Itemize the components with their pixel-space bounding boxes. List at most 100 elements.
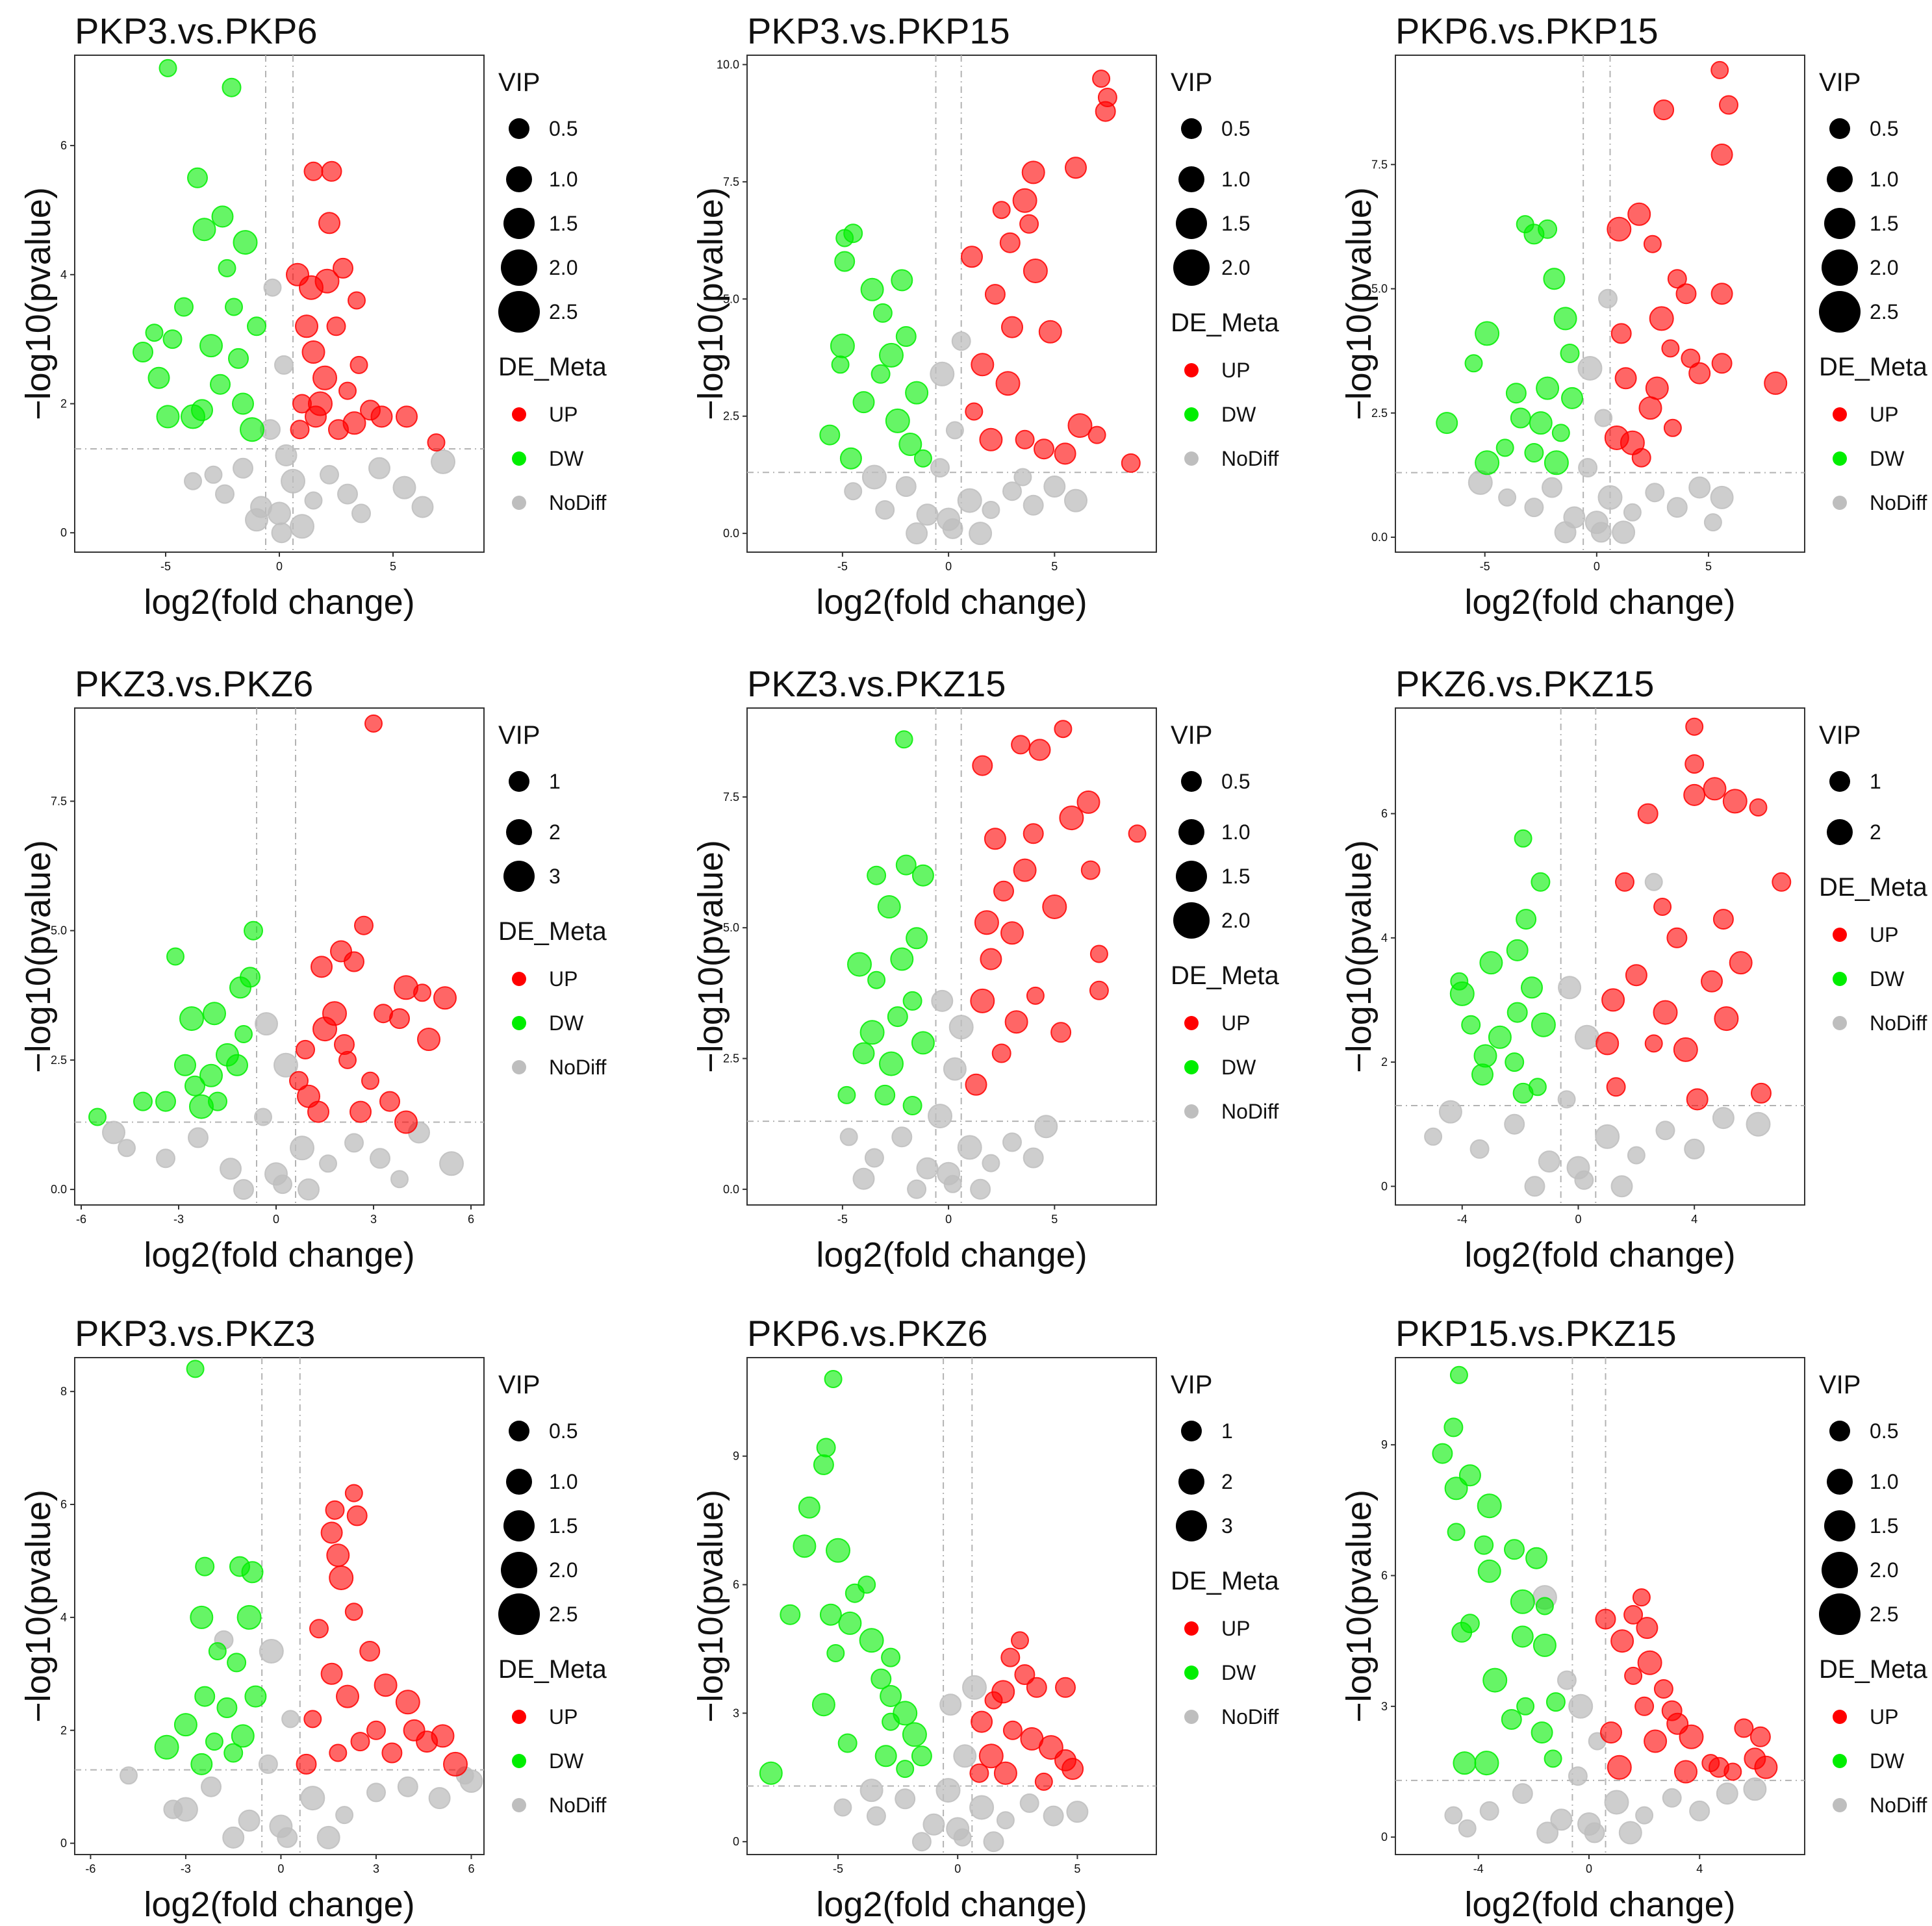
up-point [974,910,999,935]
dw-point [874,1084,896,1106]
legend-vip-title: VIP [1819,1371,1861,1399]
dw-point [913,449,932,468]
dw-point [1532,1633,1557,1657]
legend-vip-label: 2.0 [1221,909,1250,932]
legend-vip-label: 1.5 [549,1514,578,1538]
nodiff-point [273,1174,292,1195]
up-point [329,1565,354,1590]
legend-de-key [512,972,526,986]
up-point [1675,283,1697,305]
dw-point [236,1604,262,1630]
y-axis-label: −log10(pvalue) [19,840,58,1073]
plot-frame [74,55,485,553]
legend-de-key [1184,451,1199,466]
nodiff-point [1554,521,1577,544]
dw-point [223,1743,244,1763]
panel-title: PKZ6.vs.PKZ15 [1395,663,1654,704]
y-tick-label: 8 [60,1385,67,1398]
dw-point [898,433,922,456]
legend-vip-label: 2 [1221,1470,1233,1493]
up-point [307,1100,329,1123]
legend-de-key [1833,1710,1847,1724]
legend-vip-size-dot [1173,249,1210,286]
legend-vip-size-dot [1824,208,1855,239]
up-point [1061,1758,1084,1780]
up-point [1627,202,1651,226]
up-point [1631,448,1651,468]
plot-frame [746,55,1157,553]
legend-vip-title: VIP [1171,721,1212,750]
nodiff-point [839,1128,858,1147]
legend-de-label: UP [549,1705,578,1729]
dw-point [780,1604,801,1625]
legend-vip-label: 1 [1870,770,1881,793]
nodiff-point [1623,503,1642,522]
dw-point [1443,1417,1464,1438]
nodiff-point [1524,1176,1545,1197]
legend-de-label: UP [1221,1011,1250,1035]
dw-point [826,1644,845,1662]
legend-vip-size-dot [1176,208,1207,239]
up-point [1722,789,1748,814]
legend-vip-label: 2.5 [1870,300,1898,323]
x-tick-label: 0 [277,1862,284,1875]
up-point [1095,101,1116,122]
dw-point [1501,1709,1522,1730]
dw-point [190,1753,213,1775]
legend-de-label: DW [1221,403,1256,426]
dw-point [1516,1697,1535,1716]
panel-title: PKP3.vs.PKP15 [747,10,1010,51]
nodiff-point [1444,1806,1463,1825]
y-tick-label: 3 [733,1706,739,1719]
up-point [1772,872,1792,892]
dw-point [1531,1012,1556,1037]
dw-point [890,947,914,971]
dw-point [839,447,862,470]
dw-point [1475,450,1500,475]
legend-de-key [1833,451,1847,466]
x-tick-label: 0 [945,1213,952,1226]
legend-vip-size-dot [1822,1552,1858,1588]
legend-de-label: DW [1870,447,1905,470]
legend-de-label: NoDiff [1870,491,1927,514]
nodiff-point [1635,1806,1654,1825]
up-point [995,371,1021,396]
up-point [321,160,342,182]
nodiff-point [392,475,416,500]
up-point [1004,1010,1028,1034]
up-point [1026,986,1045,1005]
up-point [1128,824,1147,843]
nodiff-point [1688,476,1711,499]
up-point [326,1543,350,1567]
legend-vip-title: VIP [498,1371,540,1399]
up-point [1636,1617,1659,1640]
y-tick-label: 2.5 [1371,407,1388,420]
nodiff-point [431,449,455,474]
nodiff-point [1577,356,1603,381]
x-tick-label: -4 [1457,1213,1468,1226]
nodiff-point [1598,288,1618,309]
dw-point [824,1370,843,1388]
x-tick-label: -6 [76,1213,86,1226]
dw-point [1523,223,1545,245]
up-point [1606,1077,1626,1097]
nodiff-point [1536,1821,1559,1844]
legend-vip-label: 3 [1221,1514,1233,1538]
dw-point [1471,1063,1493,1086]
nodiff-point [1479,1801,1499,1821]
legend-vip-label: 2.0 [549,256,578,279]
legend-de-key [1184,407,1199,422]
nodiff-point [1558,976,1582,1000]
nodiff-point [1023,494,1044,516]
up-point [320,1662,343,1685]
dw-point [1506,1002,1528,1023]
up-point [344,1484,363,1502]
nodiff-point [337,483,358,505]
nodiff-point [1002,481,1022,501]
dw-point [911,1745,932,1767]
dw-point [155,1091,176,1112]
up-point [1080,860,1100,880]
nodiff-point [1584,1822,1605,1844]
legend-de-label: NoDiff [1221,1100,1278,1123]
dw-point [218,259,236,277]
